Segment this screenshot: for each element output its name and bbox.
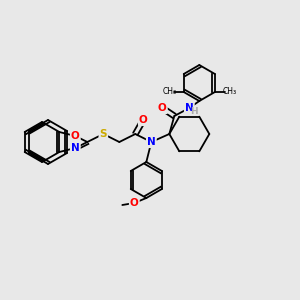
Text: O: O [158, 103, 167, 113]
Text: CH₃: CH₃ [163, 88, 177, 97]
Text: H: H [190, 106, 198, 116]
Text: O: O [71, 131, 80, 141]
Text: N: N [71, 143, 80, 153]
Text: CH₃: CH₃ [223, 88, 237, 97]
Text: O: O [130, 198, 139, 208]
Text: S: S [100, 129, 107, 139]
Text: O: O [139, 115, 148, 125]
Text: N: N [185, 103, 194, 113]
Text: N: N [147, 137, 156, 147]
